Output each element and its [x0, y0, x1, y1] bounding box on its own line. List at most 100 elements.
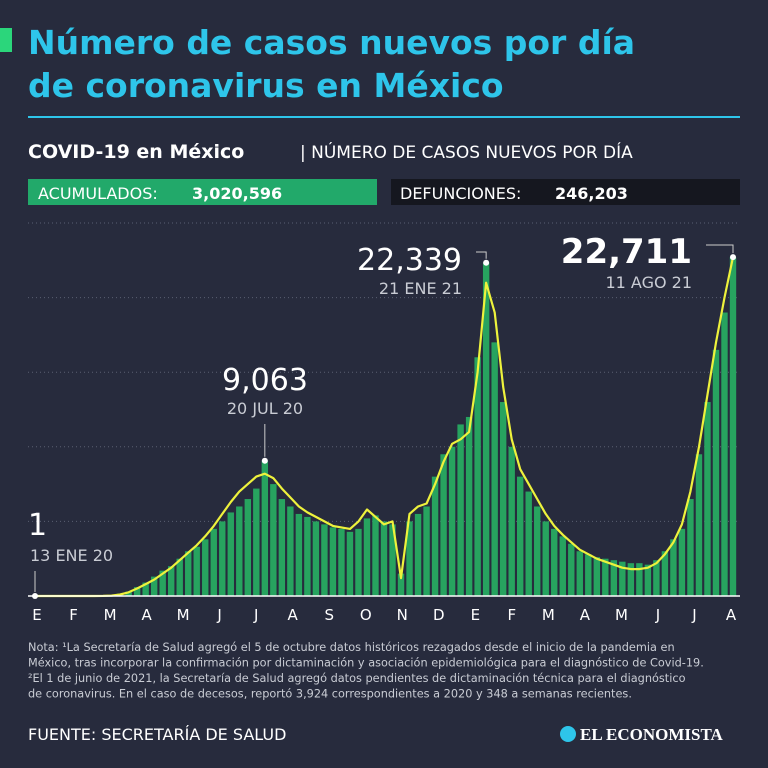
annotation-date: 21 ENE 21 — [379, 279, 462, 298]
bar — [687, 499, 694, 596]
bar — [610, 560, 618, 596]
bar — [474, 357, 481, 596]
bar — [670, 539, 677, 596]
annotation-value: 9,063 — [222, 363, 308, 398]
bar — [525, 491, 532, 596]
bar — [414, 513, 422, 596]
bar — [167, 566, 175, 596]
bar — [185, 551, 192, 596]
accent — [0, 28, 12, 52]
bar — [176, 558, 183, 596]
x-tick-label: N — [397, 606, 408, 624]
annotation-point — [730, 254, 736, 261]
bar — [499, 402, 507, 596]
bar — [253, 488, 260, 596]
bar — [585, 554, 592, 596]
bar — [440, 454, 447, 596]
bar — [125, 591, 132, 596]
stat-box — [28, 179, 377, 205]
x-tick-label: O — [360, 606, 372, 624]
bar — [244, 499, 252, 596]
bar — [568, 543, 575, 596]
bar — [482, 262, 490, 596]
x-tick-label: A — [726, 606, 737, 624]
bar — [448, 446, 456, 596]
x-tick-label: J — [655, 606, 660, 624]
bar — [491, 342, 498, 596]
bar — [423, 506, 430, 596]
x-tick-label: M — [177, 606, 190, 624]
x-tick-label: A — [580, 606, 591, 624]
bar — [304, 516, 311, 596]
bar — [593, 557, 601, 596]
note-line: ²El 1 de junio de 2021, la Secretaría de… — [28, 672, 686, 685]
x-tick-label: E — [471, 606, 480, 624]
title: de coronavirus en México — [28, 66, 504, 105]
stat-label: ACUMULADOS: — [38, 184, 158, 203]
bar — [202, 539, 209, 596]
bar — [159, 570, 166, 596]
x-tick-label: E — [32, 606, 41, 624]
bar — [133, 587, 141, 596]
bar — [508, 446, 515, 596]
annotation-date: 20 JUL 20 — [227, 399, 303, 418]
bar — [704, 402, 711, 596]
bar — [270, 484, 277, 596]
subtitle-bold: COVID-19 en México — [28, 141, 244, 163]
bar — [559, 536, 566, 596]
annotation-date: 13 ENE 20 — [30, 546, 113, 565]
bar — [576, 551, 583, 596]
bar — [312, 521, 320, 596]
logo: EL ECONOMISTA — [580, 725, 724, 744]
x-tick-label: M — [104, 606, 117, 624]
stat-label: DEFUNCIONES: — [400, 184, 521, 203]
bar — [227, 512, 234, 596]
bar — [542, 521, 549, 596]
annotation-value: 22,711 — [561, 232, 692, 272]
bar — [431, 476, 439, 596]
bar — [397, 573, 405, 596]
bar — [406, 521, 413, 596]
bar — [219, 521, 226, 596]
x-tick-label: F — [69, 606, 78, 624]
leader — [476, 251, 487, 259]
annotation-point — [483, 259, 490, 266]
bar — [729, 257, 737, 596]
bar — [721, 312, 728, 596]
note-line: Nota: ¹La Secretaría de Salud agregó el … — [28, 641, 675, 654]
x-tick-label: J — [691, 606, 696, 624]
bar — [142, 582, 149, 596]
source: FUENTE: SECRETARÍA DE SALUD — [28, 725, 286, 744]
note-line: de coronavirus. En el caso de decesos, r… — [28, 688, 632, 701]
bar — [627, 563, 635, 596]
bar — [619, 561, 626, 596]
x-tick-label: A — [141, 606, 152, 624]
notes: Nota: ¹La Secretaría de Salud agregó el … — [28, 641, 704, 701]
x-tick-label: D — [433, 606, 445, 624]
bar — [193, 546, 200, 596]
bar — [602, 558, 609, 596]
bar — [457, 424, 464, 596]
leader — [706, 244, 734, 254]
bar — [321, 524, 328, 596]
x-tick-label: F — [508, 606, 517, 624]
bar — [278, 499, 286, 596]
bar — [516, 476, 524, 596]
logo-icon — [560, 726, 576, 742]
bar — [380, 521, 388, 596]
annotation-point — [261, 457, 268, 464]
note-line: México, tras incorporar la confirmación … — [28, 657, 704, 670]
annotation-date: 11 AGO 21 — [605, 273, 692, 292]
bar — [355, 528, 362, 596]
bar — [389, 524, 396, 596]
trend-line — [35, 256, 735, 598]
stat-value: 3,020,596 — [192, 184, 282, 203]
x-tick-label: J — [253, 606, 258, 624]
annotation-point — [32, 592, 38, 599]
bar — [210, 528, 217, 596]
bar — [551, 528, 558, 596]
stat-box — [391, 179, 740, 205]
x-tick-label: S — [324, 606, 334, 624]
